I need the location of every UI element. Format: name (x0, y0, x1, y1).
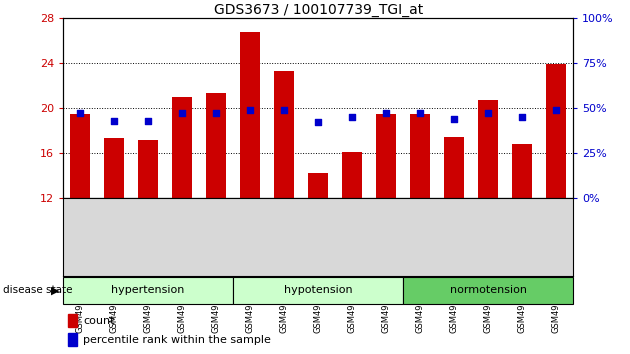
Bar (376, 114, 396, 198)
Text: count: count (83, 316, 115, 326)
Point (449, 116, 459, 122)
Bar (342, 152, 362, 198)
FancyBboxPatch shape (63, 277, 233, 304)
Text: disease state: disease state (3, 285, 72, 295)
Bar (308, 173, 328, 198)
Bar (104, 138, 124, 198)
Bar (68, 333, 77, 346)
FancyBboxPatch shape (233, 277, 403, 304)
Title: GDS3673 / 100107739_TGI_at: GDS3673 / 100107739_TGI_at (214, 3, 423, 17)
Point (381, 110, 391, 116)
Point (551, 107, 561, 113)
Point (75, 110, 85, 116)
Point (313, 120, 323, 125)
Text: hypertension: hypertension (112, 285, 185, 295)
Bar (138, 139, 158, 198)
Bar (410, 114, 430, 198)
Bar (172, 97, 192, 198)
Point (347, 114, 357, 120)
Point (483, 110, 493, 116)
Bar (512, 144, 532, 198)
Point (211, 110, 221, 116)
Bar (478, 100, 498, 198)
Text: ▶: ▶ (52, 285, 60, 295)
Bar (68, 314, 77, 327)
Bar (70, 114, 90, 198)
Point (279, 107, 289, 113)
FancyBboxPatch shape (403, 277, 573, 304)
Text: normotension: normotension (450, 285, 527, 295)
Text: hypotension: hypotension (284, 285, 352, 295)
Text: percentile rank within the sample: percentile rank within the sample (83, 335, 272, 345)
Point (415, 110, 425, 116)
Point (143, 118, 153, 124)
Point (109, 118, 119, 124)
Point (245, 107, 255, 113)
Point (177, 110, 187, 116)
Bar (444, 137, 464, 198)
Point (517, 114, 527, 120)
Bar (546, 64, 566, 198)
Bar (206, 93, 226, 198)
Bar (240, 32, 260, 198)
Bar (274, 71, 294, 198)
